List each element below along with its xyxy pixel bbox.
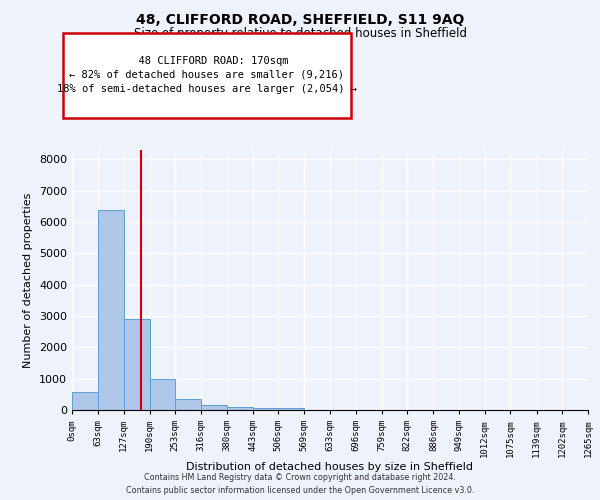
X-axis label: Distribution of detached houses by size in Sheffield: Distribution of detached houses by size … (187, 462, 473, 472)
Text: Contains public sector information licensed under the Open Government Licence v3: Contains public sector information licen… (126, 486, 474, 495)
Bar (278, 408, 304, 410)
Text: 48, CLIFFORD ROAD, SHEFFIELD, S11 9AQ: 48, CLIFFORD ROAD, SHEFFIELD, S11 9AQ (136, 12, 464, 26)
Bar (253, 408, 278, 410)
Y-axis label: Number of detached properties: Number of detached properties (23, 192, 34, 368)
Text: 48 CLIFFORD ROAD: 170sqm
← 82% of detached houses are smaller (9,216)
18% of sem: 48 CLIFFORD ROAD: 170sqm ← 82% of detach… (57, 56, 357, 94)
Text: Size of property relative to detached houses in Sheffield: Size of property relative to detached ho… (133, 28, 467, 40)
Bar (72, 392, 98, 410)
Bar (98, 210, 124, 410)
Text: Contains HM Land Registry data © Crown copyright and database right 2024.: Contains HM Land Registry data © Crown c… (144, 474, 456, 482)
Bar (124, 319, 149, 410)
Bar (149, 378, 175, 410)
Bar (175, 399, 201, 410)
Bar (227, 407, 253, 410)
Bar (201, 406, 227, 410)
